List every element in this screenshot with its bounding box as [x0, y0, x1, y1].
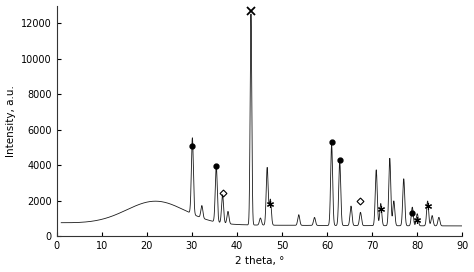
Y-axis label: Intensity, a.u.: Intensity, a.u. — [6, 85, 16, 157]
X-axis label: 2 theta, °: 2 theta, ° — [235, 256, 284, 267]
